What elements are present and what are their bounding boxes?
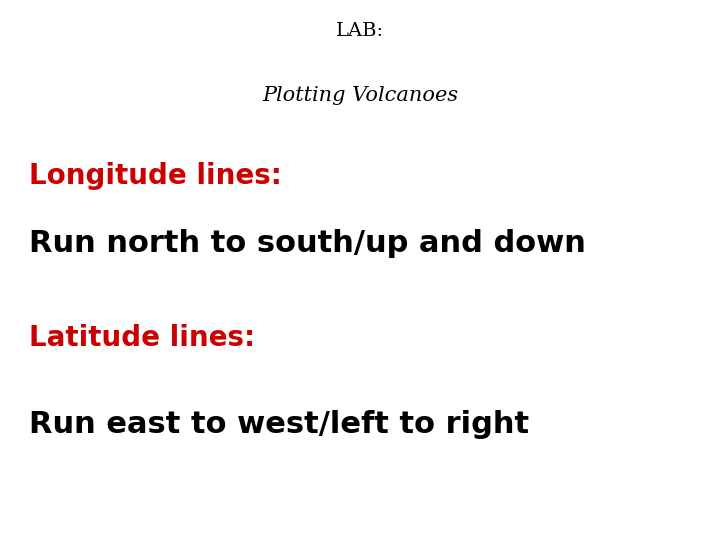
Text: LAB:: LAB: bbox=[336, 22, 384, 39]
Text: Plotting Volcanoes: Plotting Volcanoes bbox=[262, 86, 458, 105]
Text: Run north to south/up and down: Run north to south/up and down bbox=[29, 230, 585, 259]
Text: Latitude lines:: Latitude lines: bbox=[29, 324, 255, 352]
Text: Run east to west/left to right: Run east to west/left to right bbox=[29, 410, 529, 440]
Text: Longitude lines:: Longitude lines: bbox=[29, 162, 282, 190]
